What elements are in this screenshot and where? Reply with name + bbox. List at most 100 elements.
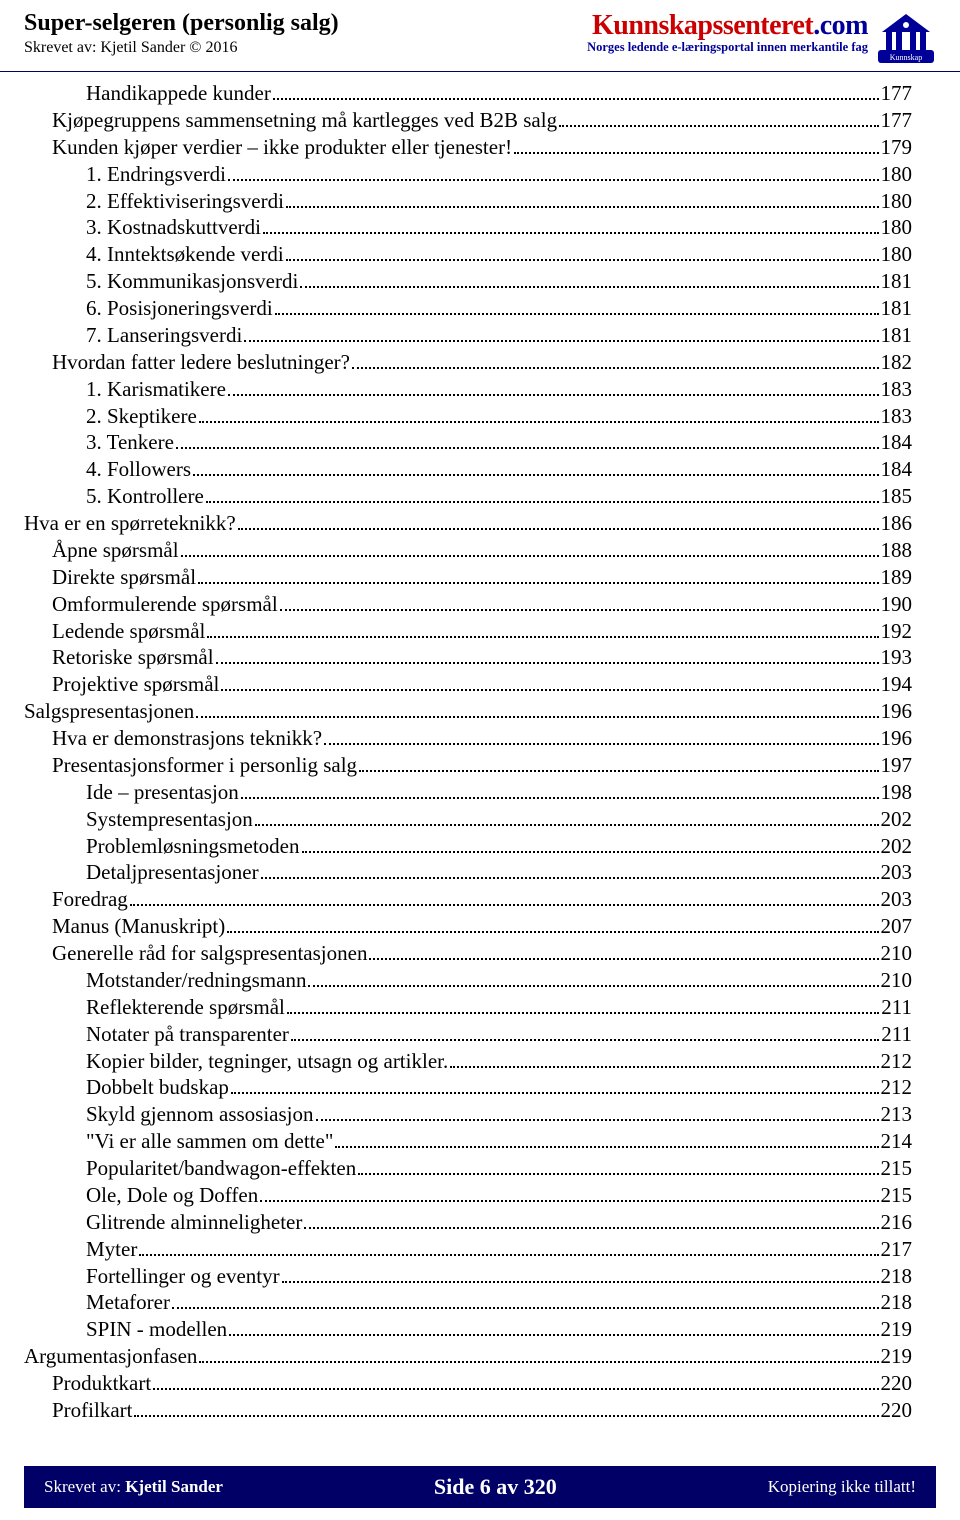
toc-entry: Skyld gjennom assosiasjon 213 [24, 1101, 912, 1128]
toc-leader-dots [181, 539, 879, 557]
brand-part1: Kunnskapssenteret [592, 10, 813, 41]
toc-page: 202 [881, 806, 913, 833]
toc-leader-dots [559, 109, 878, 127]
toc-page: 183 [881, 403, 913, 430]
toc-page: 220 [881, 1397, 913, 1424]
header-right: Kunnskapssenteret.com Norges ledende e-l… [587, 10, 936, 65]
toc-text: "Vi er alle sammen om dette" [86, 1128, 333, 1155]
kunnskap-logo-icon: Kunnskap [876, 10, 936, 65]
brand-tagline: Norges ledende e-læringsportal innen mer… [587, 40, 868, 55]
toc-text: Kopier bilder, tegninger, utsagn og arti… [86, 1048, 448, 1075]
toc-page: 177 [881, 107, 913, 134]
toc-leader-dots [198, 566, 878, 584]
toc-leader-dots [244, 324, 878, 342]
toc-entry: Produktkart 220 [24, 1370, 912, 1397]
toc-page: 218 [881, 1289, 913, 1316]
toc-page: 180 [881, 188, 913, 215]
toc-text: Handikappede kunder [86, 80, 271, 107]
toc-entry: Hva er demonstrasjons teknikk? 196 [24, 725, 912, 752]
toc-page: 186 [881, 510, 913, 537]
toc-page: 207 [881, 913, 913, 940]
toc-text: 5. Kommunikasjonsverdi [86, 268, 298, 295]
toc-entry: 4. Followers 184 [24, 456, 912, 483]
toc-entry: SPIN - modellen 219 [24, 1316, 912, 1343]
toc-page: 196 [881, 725, 913, 752]
toc-page: 189 [881, 564, 913, 591]
toc-entry: 1. Endringsverdi 180 [24, 161, 912, 188]
toc-entry: Fortellinger og eventyr 218 [24, 1263, 912, 1290]
toc-text: 4. Inntektsøkende verdi [86, 241, 284, 268]
toc-text: Myter [86, 1236, 137, 1263]
toc-entry: Hvordan fatter ledere beslutninger? 182 [24, 349, 912, 376]
toc-entry: 1. Karismatikere 183 [24, 376, 912, 403]
toc-text: 3. Tenkere [86, 429, 174, 456]
toc-text: Generelle råd for salgspresentasjonen [52, 940, 367, 967]
toc-leader-dots [358, 1157, 878, 1175]
toc-page: 181 [881, 268, 913, 295]
toc-leader-dots [227, 915, 878, 933]
toc-text: Ole, Dole og Doffen [86, 1182, 258, 1209]
toc-text: Hva er demonstrasjons teknikk? [52, 725, 322, 752]
toc-leader-dots [275, 297, 879, 315]
toc-leader-dots [221, 673, 878, 691]
toc-leader-dots [335, 1130, 878, 1148]
toc-page: 196 [881, 698, 913, 725]
toc-entry: Ole, Dole og Doffen 215 [24, 1182, 912, 1209]
toc-leader-dots [291, 1023, 879, 1041]
toc-page: 197 [881, 752, 913, 779]
toc-leader-dots [263, 217, 879, 235]
toc-text: 2. Skeptikere [86, 403, 197, 430]
toc-text: 7. Lanseringsverdi [86, 322, 242, 349]
page-header: Super-selgeren (personlig salg) Skrevet … [0, 0, 960, 72]
toc-page: 212 [881, 1048, 913, 1075]
toc-entry: 7. Lanseringsverdi 181 [24, 322, 912, 349]
footer-copyright: Kopiering ikke tillatt! [768, 1477, 916, 1497]
toc-entry: Systempresentasjon 202 [24, 806, 912, 833]
toc-entry: Direkte spørsmål 189 [24, 564, 912, 591]
toc-entry: Hva er en spørreteknikk? 186 [24, 510, 912, 537]
toc-text: Ledende spørsmål [52, 618, 205, 645]
brand-block: Kunnskapssenteret.com Norges ledende e-l… [587, 10, 868, 55]
toc-text: Presentasjonsformer i personlig salg [52, 752, 357, 779]
toc-leader-dots [352, 351, 879, 369]
toc-text: 3. Kostnadskuttverdi [86, 214, 261, 241]
toc-text: Direkte spørsmål [52, 564, 196, 591]
toc-leader-dots [206, 485, 879, 503]
toc-text: 5. Kontrollere [86, 483, 204, 510]
toc-entry: Generelle råd for salgspresentasjonen 21… [24, 940, 912, 967]
toc-page: 183 [881, 376, 913, 403]
toc-leader-dots [199, 1345, 878, 1363]
toc-leader-dots [241, 781, 879, 799]
toc-page: 180 [881, 161, 913, 188]
toc-text: Dobbelt budskap [86, 1074, 229, 1101]
toc-entry: 5. Kontrollere 185 [24, 483, 912, 510]
toc-leader-dots [228, 163, 879, 181]
footer-left-prefix: Skrevet av: [44, 1477, 125, 1496]
toc-page: 220 [881, 1370, 913, 1397]
toc-leader-dots [324, 727, 878, 745]
toc-entry: Ide – presentasjon 198 [24, 779, 912, 806]
toc-entry: "Vi er alle sammen om dette" 214 [24, 1128, 912, 1155]
toc-page: 192 [881, 618, 913, 645]
toc-text: Omformulerende spørsmål [52, 591, 278, 618]
toc-entry: 5. Kommunikasjonsverdi 181 [24, 268, 912, 295]
logo-label-text: Kunnskap [890, 53, 922, 62]
toc-page: 184 [881, 456, 913, 483]
document-author: Skrevet av: Kjetil Sander © 2016 [24, 39, 587, 57]
toc-entry: Retoriske spørsmål 193 [24, 644, 912, 671]
toc-text: Profilkart [52, 1397, 132, 1424]
toc-leader-dots [450, 1050, 878, 1068]
toc-page: 182 [881, 349, 913, 376]
toc-leader-dots [369, 942, 878, 960]
toc-entry: Notater på transparenter 211 [24, 1021, 912, 1048]
toc-page: 179 [881, 134, 913, 161]
toc-leader-dots [172, 1292, 879, 1310]
toc-entry: Salgspresentasjonen 196 [24, 698, 912, 725]
toc-page: 212 [881, 1074, 913, 1101]
toc-text: Reflekterende spørsmål [86, 994, 285, 1021]
toc-entry: Kopier bilder, tegninger, utsagn og arti… [24, 1048, 912, 1075]
toc-leader-dots [260, 1184, 878, 1202]
toc-leader-dots [280, 593, 879, 611]
toc-page: 180 [881, 214, 913, 241]
toc-page: 215 [881, 1182, 913, 1209]
